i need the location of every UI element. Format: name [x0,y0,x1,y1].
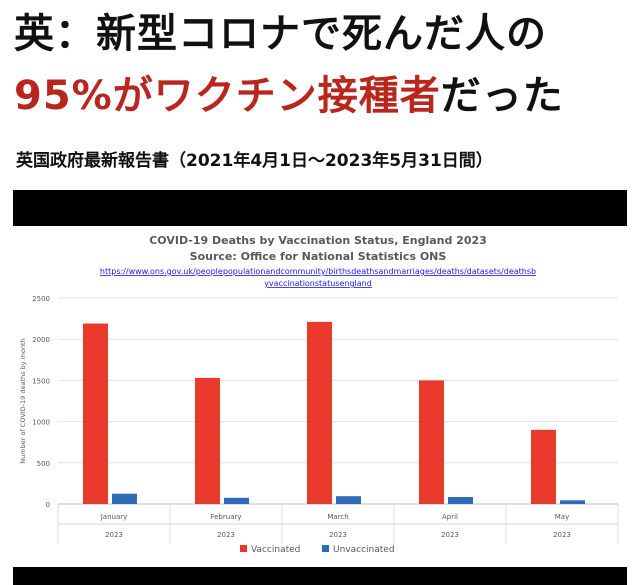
bar-vaccinated [83,323,108,504]
chart-source: Source: Office for National Statistics O… [190,250,447,263]
bar-unvaccinated [560,500,585,504]
legend-label-unvaccinated: Unvaccinated [333,545,395,555]
x-tick-label: January [100,513,128,521]
top-black-band [13,190,627,226]
y-axis-label: Number of COVID-19 deaths by month [19,338,27,463]
legend-swatch-vaccinated [240,545,247,552]
y-tick-label: 2500 [32,295,50,303]
bottom-black-band [13,567,627,585]
x-tick-label: May [555,513,569,521]
x-year-label: 2023 [105,531,123,539]
x-year-label: 2023 [441,531,459,539]
headline-line-2: 95%がワクチン接種者だった [14,66,634,126]
chart-area: COVID-19 Deaths by Vaccination Status, E… [13,226,627,567]
y-tick-label: 500 [37,460,50,468]
source-link-line-2[interactable]: yvaccinationstatusengland [264,279,372,288]
y-tick-label: 1000 [32,419,50,427]
headline-line-1: 英：新型コロナで死んだ人の [14,11,547,57]
legend-swatch-unvaccinated [322,545,329,552]
bar-unvaccinated [336,496,361,504]
bar-vaccinated [307,321,332,504]
bar-unvaccinated [112,493,137,504]
bar-vaccinated [195,377,220,504]
x-tick-label: March [327,513,348,521]
x-tick-label: April [442,513,458,521]
x-year-label: 2023 [553,531,571,539]
headline-highlight: 95%がワクチン接種者 [14,73,441,119]
bar-vaccinated [419,380,444,504]
x-year-label: 2023 [329,531,347,539]
report-subtitle: 英国政府最新報告書（2021年4月1日～2023年5月31日間） [16,151,493,171]
bar-vaccinated [531,429,556,504]
y-tick-label: 2000 [32,336,50,344]
headline-tail: だった [440,73,564,119]
bar-unvaccinated [448,496,473,504]
legend-label-vaccinated: Vaccinated [251,545,300,555]
y-tick-label: 1500 [32,377,50,385]
x-tick-label: February [210,513,241,521]
x-year-label: 2023 [217,531,235,539]
source-link-line-1[interactable]: https://www.ons.gov.uk/peoplepopulationa… [100,267,536,276]
bar-unvaccinated [224,497,249,504]
chart-title: COVID-19 Deaths by Vaccination Status, E… [149,234,487,247]
y-tick-label: 0 [46,501,50,509]
